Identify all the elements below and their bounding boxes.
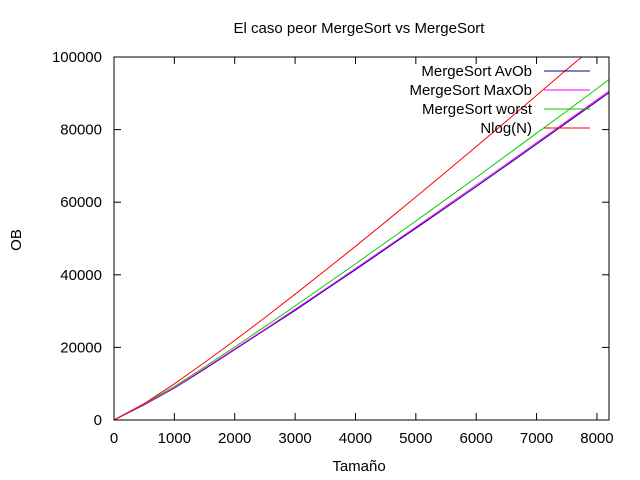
y-axis-label: OB [8,229,25,251]
y-tick-label: 20000 [60,339,102,356]
legend-label-2: MergeSort worst [422,101,533,118]
x-tick-label: 0 [110,430,118,447]
x-tick-label: 1000 [158,430,191,447]
y-tick-label: 60000 [60,194,102,211]
x-tick-label: 6000 [460,430,493,447]
legend-label-1: MergeSort MaxOb [409,82,532,99]
y-tick-label: 80000 [60,122,102,139]
series-line-3 [113,56,583,421]
y-tick-label: 40000 [60,267,102,284]
x-tick-label: 3000 [278,430,311,447]
legend: MergeSort AvOb MergeSort MaxOb MergeSort w… [409,63,590,137]
x-tick-label: 4000 [339,430,372,447]
x-tick-label: 5000 [399,430,432,447]
series-lines [113,56,610,421]
legend-label-3: Nlog(N) [480,120,532,137]
y-tick-label: 0 [94,412,102,429]
x-axis-label: Tamaño [332,458,385,475]
series-line-1 [113,90,610,421]
axis-ticks: 0 1000 2000 3000 4000 5000 6000 7000 80000200004… [52,49,614,447]
chart-title: El caso peor MergeSort vs MergeSort [234,20,486,37]
series-line-0 [113,92,610,421]
x-tick-label: 2000 [218,430,251,447]
x-tick-label: 7000 [520,430,553,447]
y-tick-label: 100000 [52,49,102,66]
series-line-2 [113,79,610,421]
x-tick-label: 8000 [580,430,613,447]
plot-frame [113,56,610,421]
legend-label-0: MergeSort AvOb [421,63,532,80]
